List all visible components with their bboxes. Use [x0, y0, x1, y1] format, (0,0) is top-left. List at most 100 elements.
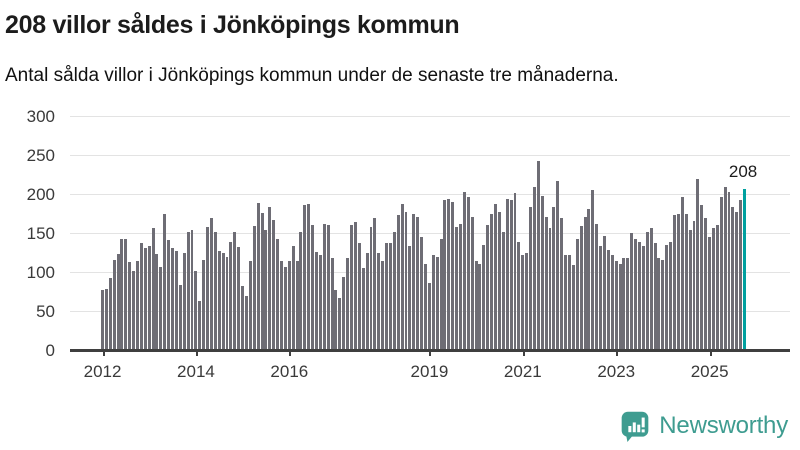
- bar: [186, 231, 190, 351]
- bar: [307, 203, 311, 351]
- bar: [326, 225, 330, 351]
- bar: [353, 222, 357, 351]
- bar: [439, 238, 443, 351]
- bar: [614, 261, 618, 351]
- bar: [209, 218, 213, 351]
- bar: [641, 246, 645, 351]
- bar: [509, 200, 513, 351]
- bar: [315, 251, 318, 351]
- y-axis-label-50: 50: [36, 301, 55, 321]
- y-axis-label-250: 250: [26, 145, 55, 165]
- bar: [513, 193, 517, 351]
- y-axis: 0 50 100 150 200 250 300: [0, 105, 55, 401]
- bar: [731, 206, 735, 351]
- bar: [427, 283, 431, 351]
- bar: [334, 290, 338, 351]
- bar: [466, 197, 470, 351]
- bar: [159, 267, 163, 351]
- bar: [564, 255, 568, 351]
- gridline-100: [70, 272, 790, 274]
- bar: [346, 258, 350, 351]
- bar: [241, 286, 245, 351]
- bar: [182, 253, 186, 351]
- bar: [544, 216, 548, 351]
- bar: [311, 225, 315, 351]
- bar: [536, 160, 540, 351]
- bar: [474, 261, 478, 351]
- bar: [532, 187, 536, 351]
- bar: [264, 230, 268, 351]
- bar: [147, 246, 151, 351]
- bar: [673, 215, 676, 351]
- bar: [424, 263, 427, 351]
- bar: [357, 243, 361, 351]
- y-axis-label-200: 200: [26, 184, 55, 204]
- brand-footer[interactable]: Newsworthy: [619, 410, 788, 442]
- bar: [630, 233, 634, 351]
- bar: [583, 216, 587, 351]
- bar: [657, 258, 661, 351]
- bar: [392, 231, 396, 351]
- bar: [143, 247, 147, 351]
- bar: [501, 231, 505, 351]
- bar: [497, 212, 501, 351]
- bar: [482, 244, 486, 351]
- y-axis-label-100: 100: [26, 262, 55, 282]
- bar: [136, 261, 139, 351]
- bar: [548, 228, 552, 351]
- bar: [599, 246, 603, 351]
- bar: [221, 252, 225, 351]
- bar: [711, 228, 715, 351]
- bar: [128, 262, 132, 351]
- bar: [447, 198, 451, 351]
- bar: [377, 253, 381, 351]
- bar: [610, 255, 614, 351]
- bar: [735, 212, 739, 351]
- bar: [575, 238, 579, 351]
- highlighted-bar: [743, 188, 747, 351]
- bar: [120, 238, 124, 351]
- bar: [237, 247, 241, 351]
- bar: [303, 205, 307, 351]
- bar: [704, 218, 708, 351]
- bar: [676, 213, 680, 351]
- bar: [322, 223, 326, 351]
- gridline-300: [70, 116, 790, 118]
- bar: [680, 197, 684, 351]
- x-axis-label-2012: 2012: [83, 361, 122, 381]
- bar: [529, 206, 533, 351]
- bar: [174, 251, 178, 351]
- x-axis-label-2021: 2021: [503, 361, 542, 381]
- bar: [638, 241, 641, 351]
- bar: [373, 218, 377, 351]
- bar: [521, 255, 525, 351]
- bar: [451, 201, 455, 351]
- bar: [606, 250, 610, 351]
- gridline-150: [70, 233, 790, 235]
- bar: [653, 243, 657, 351]
- bar: [486, 225, 490, 351]
- bar: [260, 212, 264, 351]
- bar: [688, 230, 692, 351]
- bar: [369, 226, 373, 351]
- bar: [202, 259, 206, 351]
- x-axis-label-2023: 2023: [597, 361, 636, 381]
- x-axis-tick-2019: [429, 350, 432, 356]
- bar: [388, 243, 392, 351]
- bar: [225, 257, 229, 351]
- bar: [696, 179, 700, 351]
- bar: [268, 206, 272, 351]
- bar: [618, 263, 622, 351]
- bar: [692, 221, 696, 351]
- x-axis-label-2014: 2014: [177, 361, 215, 381]
- y-axis-label-300: 300: [26, 106, 55, 126]
- bar: [649, 228, 653, 351]
- x-axis-tick-2016: [289, 350, 292, 356]
- x-axis-tick-2012: [102, 350, 105, 356]
- bar: [167, 240, 171, 351]
- bar: [443, 200, 447, 351]
- x-axis-label-2019: 2019: [410, 361, 449, 381]
- bar: [404, 212, 408, 351]
- bar: [634, 238, 638, 351]
- bar: [116, 254, 120, 351]
